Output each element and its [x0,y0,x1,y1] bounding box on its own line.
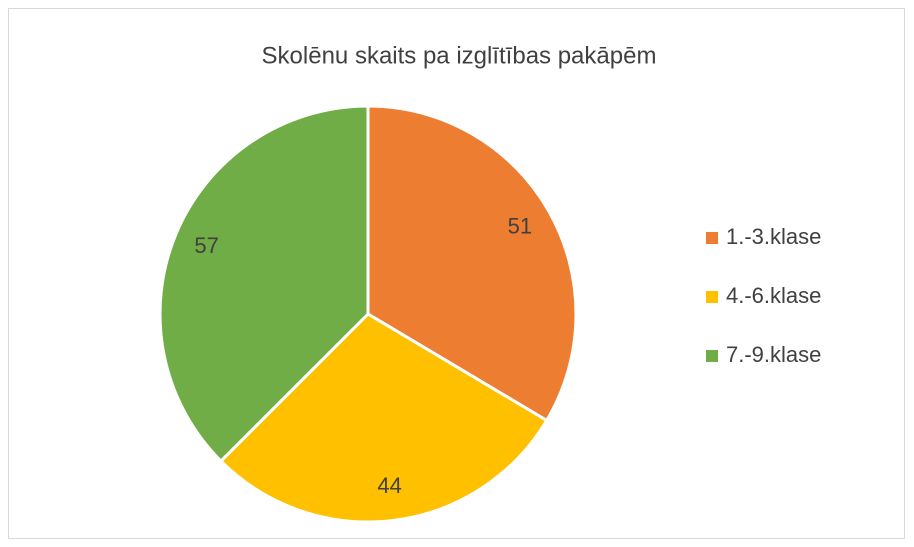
legend-swatch [706,232,718,244]
chart-title: Skolēnu skaits pa izglītības pakāpēm [262,42,657,69]
data-label: 44 [377,473,401,498]
pie-slice [158,104,370,464]
legend-label: 4.-6.klase [726,283,821,308]
pie-slice [366,104,578,423]
pie-slice [218,312,549,524]
data-label: 57 [194,233,218,258]
legend-swatch [706,291,718,303]
legend-label: 1.-3.klase [726,224,821,249]
legend-label: 7.-9.klase [726,342,821,367]
data-label: 51 [508,213,532,238]
legend-swatch [706,350,718,362]
